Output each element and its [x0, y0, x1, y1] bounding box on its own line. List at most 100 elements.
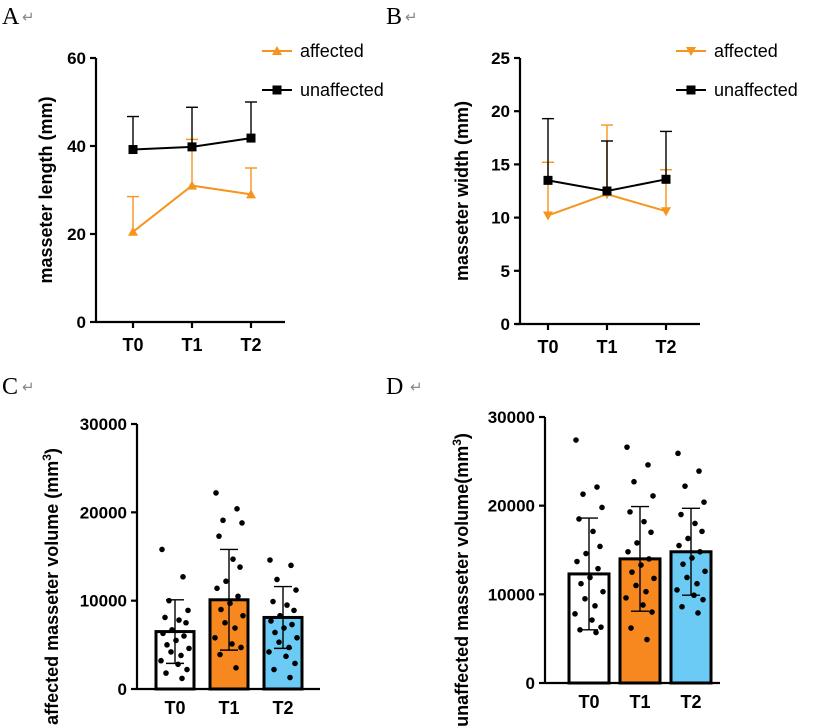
y-tick-label: 20000: [80, 503, 127, 522]
data-dot: [183, 619, 189, 626]
chart-d-unaffected-volume: unaffected masseter volume(mm3) 0 10000 200…: [450, 408, 720, 727]
data-point: [187, 142, 197, 152]
data-dot: [589, 617, 595, 623]
data-dot: [679, 603, 685, 610]
data-point: [661, 207, 671, 217]
data-dot: [699, 528, 705, 535]
data-dot: [627, 509, 633, 515]
data-dot: [574, 558, 580, 565]
x-tick-label: T0: [164, 698, 185, 718]
data-dot: [597, 543, 603, 550]
data-dot: [286, 644, 292, 651]
data-dot: [702, 568, 708, 575]
data-dot: [287, 674, 293, 681]
y-axis-label: masseter width (mm): [452, 101, 472, 281]
y-tick-label: 0: [526, 674, 535, 693]
y-axis-label: masseter length (mm): [36, 96, 56, 283]
data-dot: [212, 634, 218, 641]
data-dot: [587, 574, 593, 581]
data-dot: [583, 550, 589, 557]
data-dot: [592, 603, 598, 609]
data-dot: [227, 600, 233, 607]
data-dot: [640, 602, 646, 608]
data-dot: [593, 629, 599, 636]
x-tick-label: T1: [629, 692, 650, 712]
data-dot: [271, 666, 277, 673]
data-dot: [646, 556, 652, 562]
data-dot: [294, 634, 300, 641]
data-dot: [629, 569, 635, 575]
data-dot: [625, 548, 631, 555]
data-point: [128, 226, 138, 236]
data-dot: [230, 556, 236, 562]
data-dot: [634, 540, 640, 546]
data-dot: [576, 516, 582, 522]
data-dot: [289, 621, 295, 628]
x-tick-label: T1: [218, 698, 239, 718]
data-dot: [276, 639, 282, 645]
data-dot: [685, 535, 691, 542]
data-dot: [214, 585, 220, 592]
x-tick-label: T1: [181, 335, 202, 355]
x-tick-label: T0: [578, 692, 599, 712]
data-dot: [628, 625, 634, 631]
series-unaffected: [127, 101, 257, 155]
x-tick-label: T2: [680, 692, 701, 712]
legend-marker: [686, 47, 696, 56]
data-dot: [684, 574, 690, 581]
data-dot: [184, 666, 190, 673]
return-glyph: ↵: [22, 378, 35, 396]
data-dot: [267, 557, 273, 563]
series-affected: [127, 138, 257, 236]
data-dot: [599, 504, 605, 511]
data-dot: [644, 636, 650, 643]
chart-c-affected-volume: affected masseter volume (mm3) 0 10000 2000…: [40, 415, 320, 725]
data-dot: [169, 627, 175, 633]
data-point: [543, 175, 553, 185]
data-dot: [675, 450, 681, 457]
legend-marker: [272, 46, 282, 55]
data-point: [187, 180, 197, 190]
x-tick-label: T2: [655, 337, 676, 357]
data-dot: [595, 565, 601, 572]
panel-letter: D: [386, 374, 403, 400]
data-dot: [598, 624, 604, 630]
data-dot: [234, 506, 240, 512]
data-dot: [160, 630, 166, 637]
data-dot: [697, 548, 703, 555]
x-tick-label: T0: [537, 337, 558, 357]
data-dot: [600, 588, 606, 595]
data-dot: [633, 582, 639, 589]
y-tick-label: 0: [77, 313, 86, 332]
data-dot: [695, 610, 701, 616]
data-dot: [281, 625, 287, 631]
return-glyph: ↵: [22, 8, 35, 26]
data-dot: [240, 612, 246, 619]
data-dot: [594, 484, 600, 490]
y-tick-label: 10000: [488, 585, 535, 604]
data-dot: [696, 468, 702, 474]
y-tick-label: 5: [501, 262, 510, 281]
y-tick-label: 30000: [488, 408, 535, 427]
data-dot: [645, 462, 651, 468]
data-dot: [217, 651, 223, 658]
data-dot: [700, 596, 706, 603]
panel-a-letter: A ↵: [2, 4, 35, 30]
data-dot: [270, 598, 276, 605]
data-dot: [218, 606, 224, 613]
series-line: [132, 184, 252, 233]
panel-letter: A: [2, 4, 20, 30]
data-point: [128, 145, 138, 155]
data-dot: [268, 618, 274, 624]
data-dot: [238, 644, 244, 651]
panel-letter: C: [2, 374, 18, 400]
data-dot: [292, 660, 298, 667]
data-dot: [284, 602, 290, 608]
data-dot: [178, 652, 184, 659]
data-dot: [175, 661, 181, 668]
data-dot: [266, 649, 272, 655]
data-dot: [682, 483, 688, 489]
panel-c-letter: C ↵: [2, 374, 35, 400]
data-dot: [643, 588, 649, 595]
data-dot: [229, 641, 235, 647]
